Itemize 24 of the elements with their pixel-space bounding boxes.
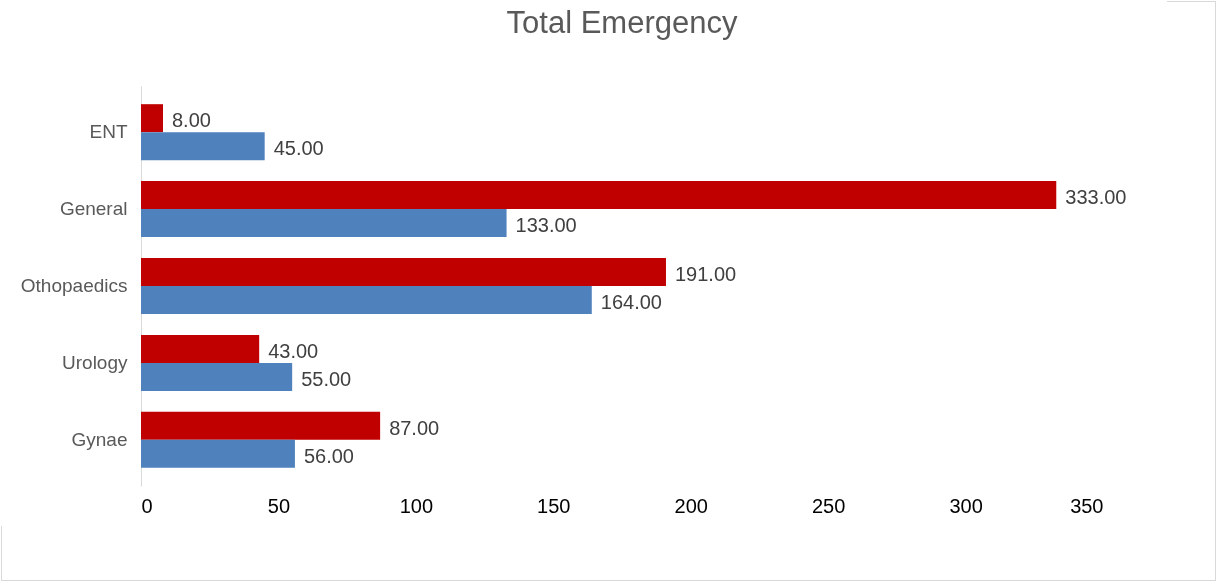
x-tick-label: 150: [537, 494, 571, 517]
data-label: 8.00: [171, 109, 211, 132]
y-tick-label: Urology: [62, 351, 128, 373]
x-tick-label: 0: [141, 494, 153, 517]
chart-title: Total Emergency: [506, 5, 738, 40]
data-label: 55.00: [301, 367, 352, 390]
data-label: 45.00: [273, 137, 324, 160]
x-tick-label: 250: [811, 494, 846, 517]
data-label: 191.00: [674, 263, 737, 286]
data-label: 87.00: [389, 416, 440, 439]
y-tick-label: General: [59, 198, 128, 220]
data-label: 133.00: [515, 214, 577, 237]
data-label: 333.00: [1065, 186, 1127, 209]
y-tick-label: Othopaedics: [20, 275, 128, 296]
x-tick-label: 50: [267, 494, 291, 517]
y-tick-label: ENT: [89, 121, 128, 143]
x-tick-label: 350: [1070, 494, 1104, 517]
y-tick-label: Gynae: [71, 428, 128, 450]
x-tick-label: 100: [399, 494, 434, 517]
x-tick-label: 200: [674, 494, 708, 517]
x-tick-label: 300: [949, 494, 983, 517]
data-label: 56.00: [303, 444, 354, 467]
data-label: 43.00: [268, 339, 319, 362]
data-label: 164.00: [600, 290, 662, 313]
